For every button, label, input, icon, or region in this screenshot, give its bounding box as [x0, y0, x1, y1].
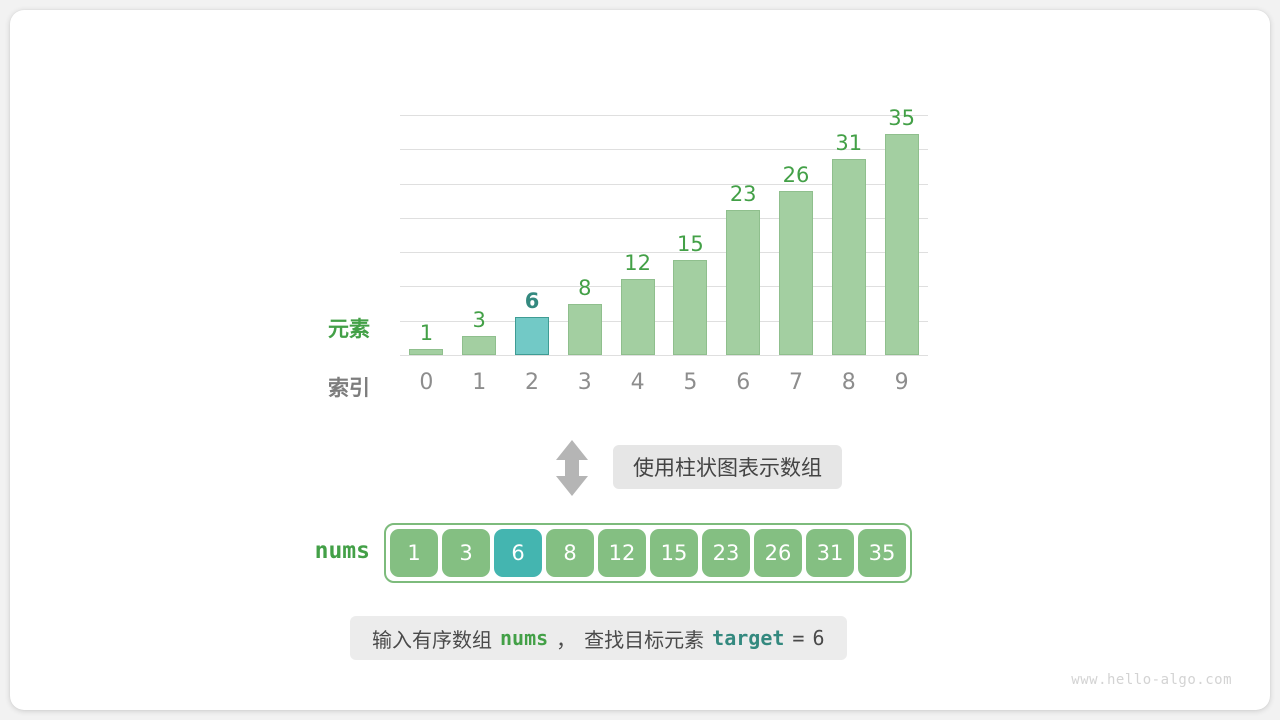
value-label-9: 35	[888, 106, 915, 130]
bottom-caption: 输入有序数组 nums ， 查找目标元素 target = 6	[350, 616, 847, 660]
bar-7	[779, 191, 813, 355]
gridline	[400, 184, 928, 185]
index-label-2: 2	[525, 370, 539, 395]
value-label-1: 3	[472, 308, 486, 332]
array-label-nums: nums	[314, 538, 370, 564]
array-cell-2[interactable]: 6	[494, 529, 542, 577]
caption-part1: 输入有序数组	[372, 627, 492, 652]
index-label-4: 4	[630, 370, 645, 395]
index-label-5: 5	[683, 370, 698, 395]
bar-1	[462, 336, 497, 355]
gridline	[400, 218, 928, 219]
array-container: 1 3 6 8 12 15 23 26 31 35	[384, 523, 912, 583]
array-cell-8[interactable]: 31	[806, 529, 854, 577]
gridline	[400, 252, 928, 253]
index-label-0: 0	[419, 370, 434, 395]
index-label-7: 7	[789, 370, 803, 395]
gridline	[400, 321, 928, 322]
gridline	[400, 355, 928, 356]
array-cell-0[interactable]: 1	[390, 529, 438, 577]
value-label-8: 31	[835, 131, 863, 155]
array-cell-9[interactable]: 35	[858, 529, 906, 577]
bar-9	[884, 134, 919, 355]
bar-6	[726, 210, 761, 355]
caption-part2: 查找目标元素	[584, 627, 705, 652]
mid-caption: 使用柱状图表示数组	[613, 445, 842, 489]
array-cell-5[interactable]: 15	[650, 529, 698, 577]
value-label-6: 23	[729, 182, 757, 206]
array-cell-6[interactable]: 23	[702, 529, 750, 577]
axis-label-element: 元素	[328, 317, 370, 341]
array-cell-4[interactable]: 12	[598, 529, 646, 577]
axis-label-index: 索引	[328, 376, 370, 400]
value-label-3: 8	[578, 276, 592, 300]
bar-2	[515, 317, 549, 355]
gridline	[400, 115, 928, 116]
bar-chart	[400, 115, 928, 356]
index-label-6: 6	[736, 370, 751, 395]
bar-5	[673, 260, 708, 355]
value-label-2: 6	[524, 289, 540, 313]
watermark: www.hello-algo.com	[1071, 672, 1232, 688]
bar-4	[620, 279, 655, 355]
array-cell-3[interactable]: 8	[546, 529, 594, 577]
caption-comma: ，	[556, 627, 577, 652]
bar-3	[567, 304, 602, 355]
value-label-7: 26	[782, 163, 810, 187]
index-label-8: 8	[841, 370, 856, 395]
bar-0	[409, 349, 444, 355]
index-label-3: 3	[577, 370, 592, 395]
caption-target-value: 6	[812, 626, 825, 650]
caption-nums-token: nums	[500, 626, 549, 650]
value-label-0: 1	[419, 321, 434, 345]
bar-8	[831, 159, 866, 355]
double-arrow-vertical-icon	[550, 438, 594, 498]
index-label-9: 9	[894, 370, 909, 395]
caption-equals: =	[792, 626, 805, 650]
array-cell-7[interactable]: 26	[754, 529, 802, 577]
gridline	[400, 149, 928, 150]
mid-caption-text: 使用柱状图表示数组	[633, 456, 822, 480]
array-cell-1[interactable]: 3	[442, 529, 490, 577]
value-label-4: 12	[624, 251, 651, 275]
gridline	[400, 286, 928, 287]
caption-target-token: target	[712, 626, 785, 650]
value-label-5: 15	[677, 232, 704, 256]
index-label-1: 1	[472, 370, 487, 395]
